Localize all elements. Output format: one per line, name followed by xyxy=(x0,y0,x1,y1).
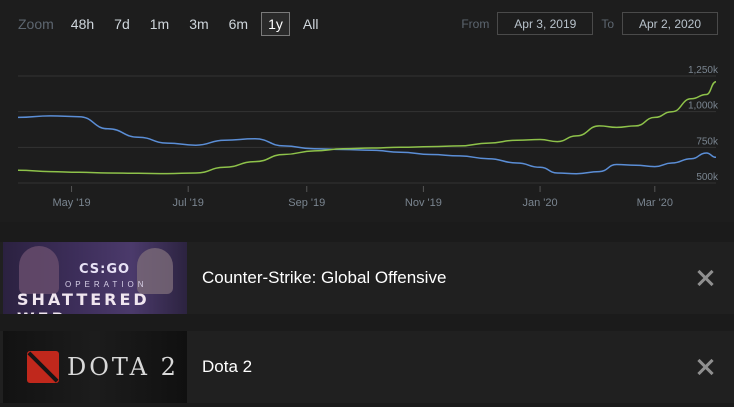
game-row-csgo[interactable]: CS:GO OPERATION SHATTERED WEB Counter-St… xyxy=(0,242,734,314)
x-tick-label: May '19 xyxy=(52,197,90,209)
chart-grid xyxy=(18,75,716,184)
x-tick-label: Jan '20 xyxy=(522,197,557,209)
close-icon[interactable] xyxy=(694,356,716,378)
game-name[interactable]: Dota 2 xyxy=(202,357,253,376)
zoom-1y-button[interactable]: 1y xyxy=(261,12,290,36)
to-label: To xyxy=(601,16,614,31)
capsule-title-text: DOTA 2 xyxy=(67,353,179,381)
close-icon[interactable] xyxy=(694,267,716,289)
dota2-capsule-image[interactable]: DOTA 2 xyxy=(3,331,187,403)
zoom-7d-button[interactable]: 7d xyxy=(114,16,130,32)
capsule-subtitle-text: OPERATION xyxy=(65,280,148,289)
player-count-chart: May '19 Jul '19 Sep '19 Nov '19 Jan '20 Mar '… xyxy=(17,65,719,209)
dota-logo-icon xyxy=(27,351,59,383)
y-tick-label: 750k xyxy=(696,136,719,147)
game-name[interactable]: Counter-Strike: Global Offensive xyxy=(202,268,447,287)
zoom-all-button[interactable]: All xyxy=(302,16,319,32)
from-label: From xyxy=(461,16,490,31)
y-tick-label: 1,000k xyxy=(688,101,719,112)
date-range: From To xyxy=(453,12,718,35)
x-tick-label: Mar '20 xyxy=(637,197,673,209)
character-figure-left xyxy=(19,246,59,294)
zoom-label: Zoom xyxy=(18,16,54,32)
zoom-6m-button[interactable]: 6m xyxy=(228,16,249,32)
x-tick-label: Jul '19 xyxy=(172,197,203,209)
chart-panel: Zoom 48h 7d 1m 3m 6m 1y All From To May … xyxy=(17,12,719,209)
x-tick-label: Sep '19 xyxy=(288,197,325,209)
zoom-bar: Zoom 48h 7d 1m 3m 6m 1y All xyxy=(18,12,331,36)
to-date-input[interactable] xyxy=(622,12,718,35)
chart-series xyxy=(17,80,717,175)
y-axis-ticks: 500k 750k 1,000k 1,250k xyxy=(688,65,719,183)
from-date-input[interactable] xyxy=(497,12,594,35)
character-figure-right xyxy=(137,248,173,294)
x-axis-ticks: May '19 Jul '19 Sep '19 Nov '19 Jan '20 Mar '… xyxy=(52,186,673,209)
series-line-green xyxy=(17,80,717,175)
zoom-3m-button[interactable]: 3m xyxy=(189,16,209,32)
y-tick-label: 500k xyxy=(696,172,719,183)
y-tick-label: 1,250k xyxy=(688,65,719,76)
x-tick-label: Nov '19 xyxy=(405,197,442,209)
capsule-logo-text: CS:GO xyxy=(79,262,131,277)
game-row-dota2[interactable]: DOTA 2 Dota 2 xyxy=(0,331,734,403)
csgo-capsule-image[interactable]: CS:GO OPERATION SHATTERED WEB xyxy=(3,242,187,314)
zoom-1m-button[interactable]: 1m xyxy=(149,16,170,32)
series-line-blue xyxy=(17,115,717,175)
capsule-title-text: SHATTERED WEB xyxy=(17,290,150,314)
zoom-48h-button[interactable]: 48h xyxy=(70,16,95,32)
